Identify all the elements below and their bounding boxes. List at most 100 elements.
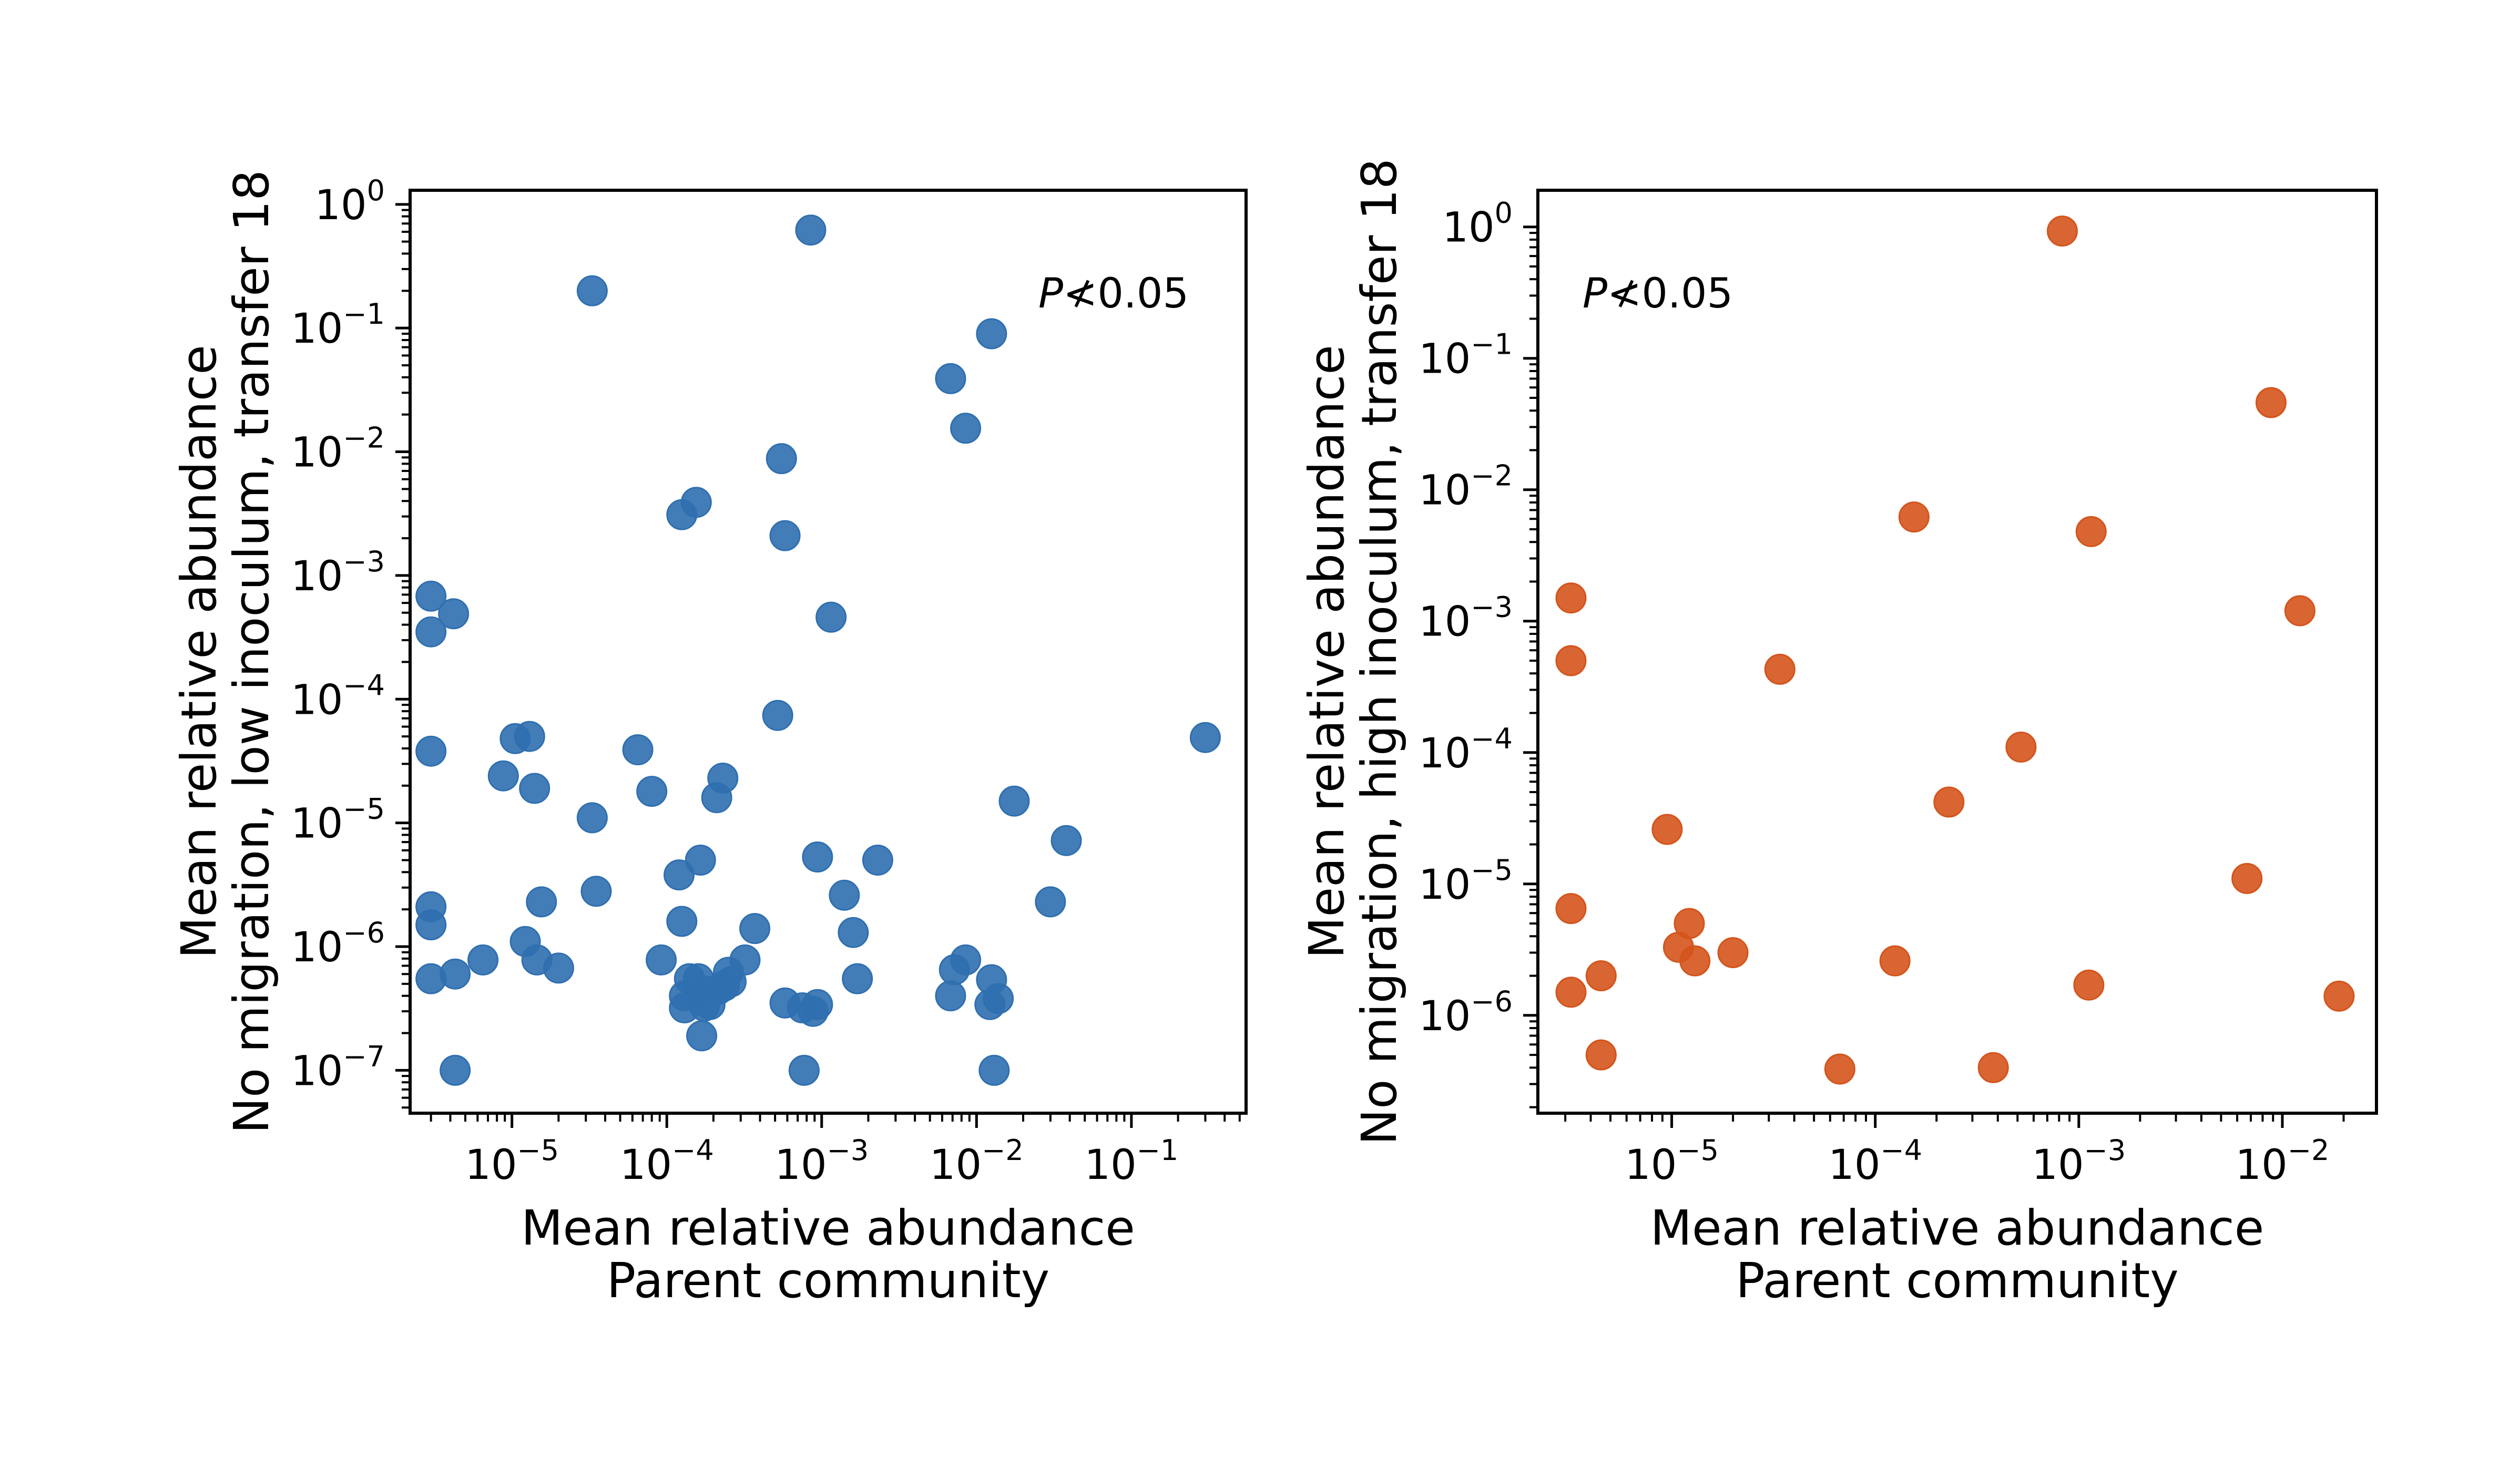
left-data-point [974, 989, 1006, 1020]
left-x-axis-label-line-2: Parent community [607, 1252, 1050, 1309]
right-y-tick-label: 10−2 [1419, 459, 1513, 515]
right-x-tick-label: 10−3 [2032, 1134, 2126, 1189]
left-data-point [802, 841, 833, 872]
left-data-point [1190, 722, 1221, 753]
left-data-point [686, 1020, 718, 1052]
left-data-point [519, 773, 550, 804]
left-data-point [487, 760, 519, 792]
left-data-point [1050, 825, 1082, 856]
left-data-point [935, 363, 966, 394]
left-data-point [440, 1054, 471, 1086]
left-data-point [440, 958, 471, 990]
right-data-point [1824, 1053, 1855, 1085]
left-data-point [842, 963, 873, 994]
right-p-value-annotation: P≮0.05 [1583, 270, 1733, 317]
left-data-point [636, 776, 668, 807]
left-data-point [935, 980, 966, 1012]
right-y-tick-label: 10−4 [1419, 722, 1513, 777]
right-y-tick-label: 100 [1442, 197, 1513, 252]
right-data-point [1585, 1039, 1617, 1071]
right-data-point [1651, 814, 1683, 845]
right-y-tick-label: 10−3 [1419, 591, 1513, 646]
left-data-point [666, 906, 698, 937]
right-data-point [2231, 863, 2263, 894]
left-y-tick-label: 10−2 [291, 422, 385, 477]
left-data-point [685, 845, 716, 876]
left-data-point [795, 214, 827, 246]
left-y-tick-label: 10−7 [291, 1040, 385, 1095]
left-y-axis-label-line-1: Mean relative abundance [171, 345, 227, 959]
right-x-tick-label: 10−4 [1828, 1134, 1922, 1189]
left-x-axis-label-line-1: Mean relative abundance [521, 1200, 1135, 1256]
left-data-point [694, 989, 726, 1020]
left-data-point [739, 913, 771, 944]
left-data-point [976, 318, 1007, 350]
left-data-point [576, 802, 608, 834]
right-x-axis-ticks: 10−5 10−4 10−3 10−2 [1564, 1113, 2345, 1189]
right-data-point [1555, 977, 1587, 1008]
right-y-tick-label: 10−5 [1419, 854, 1513, 909]
left-x-tick-label: 10−5 [465, 1134, 559, 1189]
right-p-value-text: ≮0.05 [1607, 270, 1733, 317]
left-data-point [666, 499, 698, 530]
left-x-axis-ticks: 10−5 10−4 10−3 10−2 10−1 [430, 1113, 1241, 1189]
left-data-point [978, 1054, 1010, 1086]
left-y-axis-ticks: 10−7 10−6 10−5 10−4 10−3 10−2 10−1 100 [291, 174, 410, 1109]
right-data-point [1879, 945, 1911, 977]
right-x-tick-label: 10−5 [1625, 1134, 1719, 1189]
left-data-point [514, 721, 545, 752]
left-p-value-symbol: P [1038, 270, 1063, 317]
left-data-point [646, 944, 677, 976]
right-data-point [2073, 969, 2105, 1001]
left-p-value-annotation: P≮0.05 [1038, 270, 1189, 317]
right-data-point [1933, 786, 1965, 818]
left-data-point [415, 735, 447, 767]
left-data-point [769, 520, 801, 551]
right-data-point [2075, 516, 2107, 547]
left-scatter-points [415, 214, 1221, 1086]
left-x-tick-label: 10−1 [1084, 1134, 1178, 1189]
right-y-tick-label: 10−6 [1419, 985, 1513, 1040]
right-data-point [1555, 645, 1587, 676]
right-data-point [1898, 501, 1930, 533]
right-data-point [1679, 945, 1711, 977]
left-y-tick-label: 10−6 [291, 916, 385, 971]
left-data-point [701, 782, 732, 814]
right-y-axis-ticks: 10−6 10−5 10−4 10−3 10−2 10−1 100 [1419, 197, 1538, 1108]
right-scatter-panel: 10−5 10−4 10−3 10−2 10−610−510−410−310−210−… [1299, 158, 2378, 1309]
left-data-point [788, 1054, 820, 1086]
left-data-point [415, 616, 447, 648]
right-y-tick-label: 10−1 [1419, 328, 1513, 383]
left-data-point [766, 443, 797, 475]
left-data-point [415, 580, 447, 612]
right-data-point [1555, 582, 1587, 614]
left-data-point [580, 876, 612, 907]
right-plot-frame [1536, 189, 2378, 1115]
left-data-point [415, 909, 447, 941]
left-y-tick-label: 10−5 [291, 793, 385, 848]
right-data-point [2284, 595, 2315, 627]
left-y-tick-label: 10−1 [291, 297, 385, 353]
left-data-point [576, 275, 608, 306]
right-data-point [1764, 653, 1795, 685]
right-y-axis-label-line-2: No migration, high inoculum, transfer 18 [1351, 158, 1407, 1145]
right-x-tick-label: 10−2 [2236, 1134, 2330, 1189]
left-data-point [862, 845, 893, 876]
left-data-point [838, 917, 869, 948]
left-data-point [438, 598, 470, 630]
left-data-point [762, 700, 793, 731]
right-y-axis-label-line-1: Mean relative abundance [1299, 345, 1355, 959]
left-x-tick-label: 10−3 [774, 1134, 869, 1189]
right-data-point [1585, 960, 1617, 991]
right-data-point [2047, 215, 2078, 247]
left-plot-frame [409, 189, 1248, 1115]
right-scatter-points [1555, 215, 2355, 1085]
left-data-point [829, 879, 860, 911]
left-scatter-panel: 10−5 10−4 10−3 10−2 10−1 10−710−610−510−410−… [171, 170, 1248, 1309]
right-x-axis-label-line-2: Parent community [1736, 1252, 2179, 1309]
right-data-point [2005, 731, 2037, 763]
left-data-point [938, 954, 970, 985]
left-x-tick-label: 10−4 [620, 1134, 714, 1189]
